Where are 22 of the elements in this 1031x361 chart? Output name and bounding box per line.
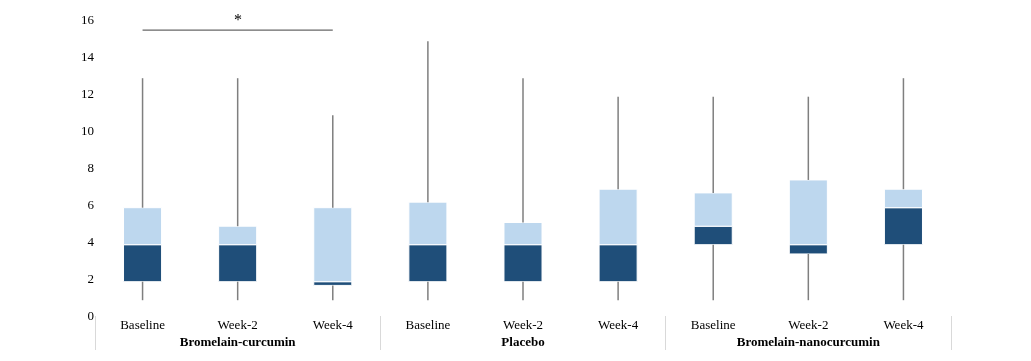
x-tick-label: Week-4 [598, 317, 639, 332]
x-tick-label: Week-4 [312, 317, 354, 332]
x-tick-label: Baseline [120, 317, 166, 332]
y-tick-label: 2 [87, 270, 94, 286]
y-tick-label: 0 [87, 307, 94, 323]
x-tick-label: Baseline [405, 317, 451, 332]
y-tick-label: 12 [81, 85, 94, 101]
text: Bromelain-nanocurcumin [736, 334, 881, 349]
x-tick-label: Week-2 [502, 317, 544, 332]
x-tick-label: Week-2 [217, 317, 258, 332]
x-tick-label: Week-4 [883, 317, 924, 332]
x-tick-label: Baseline [690, 317, 736, 332]
x-tick-label: Week-2 [788, 317, 829, 332]
y-tick-label: 10 [81, 122, 94, 138]
y-tick-label: 16 [81, 11, 95, 27]
text: Bromelain-curcumin [179, 334, 297, 349]
y-tick-label: 4 [87, 233, 95, 249]
text: Placebo [501, 334, 545, 349]
y-tick-label: 6 [87, 196, 95, 212]
annotation: * [234, 11, 242, 28]
y-tick-label: 8 [87, 159, 94, 175]
y-tick-label: 14 [81, 48, 95, 64]
